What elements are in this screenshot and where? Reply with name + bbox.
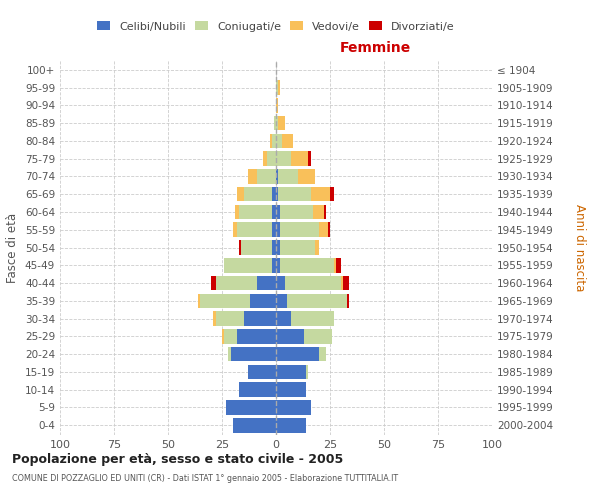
Bar (198, 294, 200, 308)
Bar (341, 276, 343, 290)
Bar (280, 222, 319, 237)
Bar (306, 364, 308, 379)
Bar (276, 98, 278, 112)
Bar (315, 240, 319, 255)
Bar (272, 134, 276, 148)
Bar (283, 134, 293, 148)
Bar (237, 329, 276, 344)
Bar (276, 347, 319, 362)
Bar (257, 276, 276, 290)
Bar (276, 204, 280, 219)
Bar (215, 312, 244, 326)
Bar (239, 382, 276, 397)
Bar (276, 364, 306, 379)
Bar (224, 329, 237, 344)
Bar (313, 204, 323, 219)
Legend: Celibi/Nubili, Coniugati/e, Vedovi/e, Divorziati/e: Celibi/Nubili, Coniugati/e, Vedovi/e, Di… (95, 19, 457, 34)
Bar (291, 152, 308, 166)
Bar (278, 116, 284, 130)
Bar (334, 258, 337, 272)
Y-axis label: Anni di nascita: Anni di nascita (573, 204, 586, 291)
Bar (280, 258, 334, 272)
Bar (319, 347, 326, 362)
Bar (328, 222, 330, 237)
Bar (343, 276, 349, 290)
Bar (211, 276, 215, 290)
Bar (274, 116, 276, 130)
Bar (276, 294, 287, 308)
Bar (222, 329, 224, 344)
Bar (263, 152, 268, 166)
Bar (276, 258, 280, 272)
Bar (200, 294, 250, 308)
Bar (284, 276, 341, 290)
Bar (276, 80, 278, 95)
Bar (248, 169, 257, 184)
Bar (272, 240, 276, 255)
Bar (272, 222, 276, 237)
Bar (280, 204, 313, 219)
Bar (347, 294, 349, 308)
Text: Popolazione per età, sesso e stato civile - 2005: Popolazione per età, sesso e stato civil… (12, 452, 343, 466)
Bar (276, 418, 306, 432)
Bar (230, 347, 276, 362)
Bar (214, 312, 215, 326)
Text: COMUNE DI POZZAGLIO ED UNITI (CR) - Dati ISTAT 1° gennaio 2005 - Elaborazione TU: COMUNE DI POZZAGLIO ED UNITI (CR) - Dati… (12, 474, 398, 483)
Bar (268, 152, 276, 166)
Bar (244, 187, 272, 202)
Bar (235, 204, 239, 219)
Text: Femmine: Femmine (340, 42, 411, 56)
Bar (278, 187, 311, 202)
Bar (272, 187, 276, 202)
Bar (276, 400, 311, 414)
Bar (233, 418, 276, 432)
Bar (239, 204, 272, 219)
Bar (276, 134, 283, 148)
Bar (278, 169, 298, 184)
Bar (257, 169, 276, 184)
Bar (215, 276, 257, 290)
Bar (337, 258, 341, 272)
Bar (224, 258, 272, 272)
Bar (291, 312, 334, 326)
Bar (239, 240, 241, 255)
Bar (276, 116, 278, 130)
Bar (276, 152, 291, 166)
Bar (304, 329, 332, 344)
Bar (276, 312, 291, 326)
Bar (276, 240, 280, 255)
Bar (276, 382, 306, 397)
Bar (319, 222, 328, 237)
Bar (237, 187, 244, 202)
Bar (248, 364, 276, 379)
Bar (278, 80, 280, 95)
Y-axis label: Fasce di età: Fasce di età (7, 212, 19, 282)
Bar (244, 312, 276, 326)
Bar (280, 240, 315, 255)
Bar (276, 169, 278, 184)
Bar (330, 187, 334, 202)
Bar (237, 222, 272, 237)
Bar (311, 187, 330, 202)
Bar (229, 347, 230, 362)
Bar (323, 204, 326, 219)
Bar (276, 222, 280, 237)
Bar (276, 187, 278, 202)
Bar (269, 134, 272, 148)
Bar (272, 204, 276, 219)
Bar (308, 152, 311, 166)
Bar (287, 294, 347, 308)
Bar (233, 222, 237, 237)
Bar (272, 258, 276, 272)
Bar (226, 400, 276, 414)
Bar (298, 169, 315, 184)
Bar (250, 294, 276, 308)
Bar (276, 276, 284, 290)
Bar (241, 240, 272, 255)
Bar (276, 329, 304, 344)
